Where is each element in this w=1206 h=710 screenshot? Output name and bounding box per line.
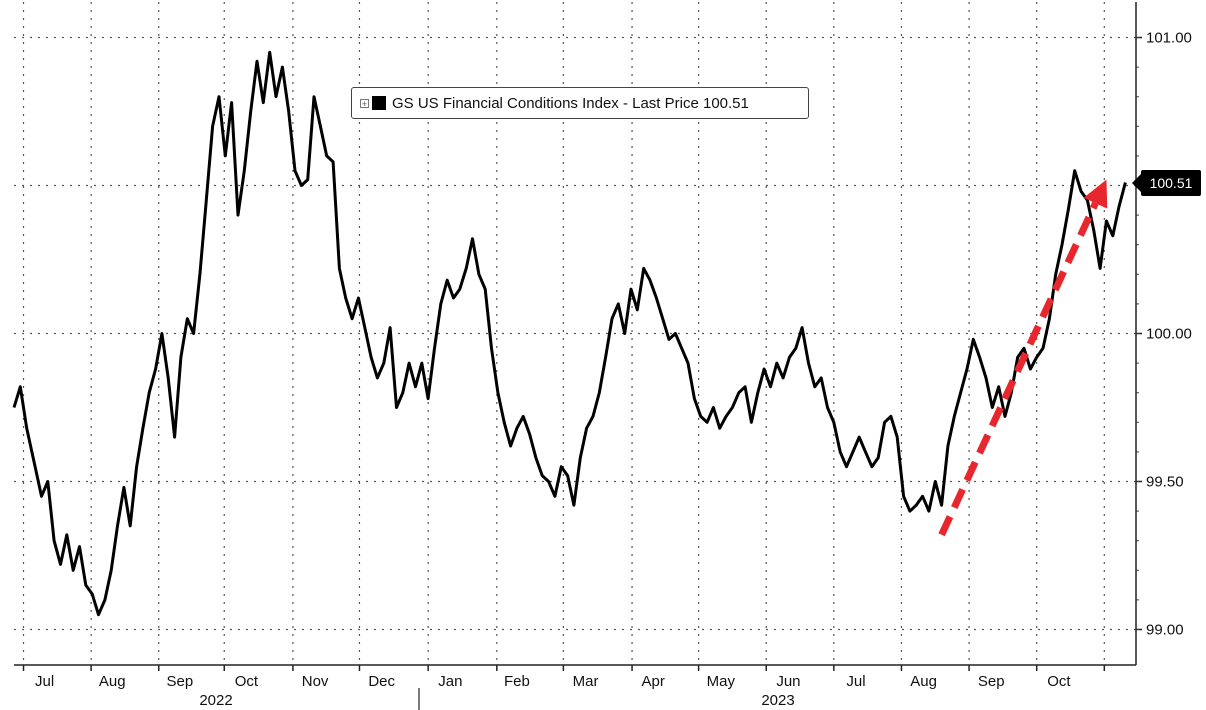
x-tick-label: Sep [167, 673, 194, 690]
x-tick-label: Jul [846, 673, 865, 690]
legend-label: GS US Financial Conditions Index - Last … [392, 94, 749, 112]
series-line [12, 50, 1127, 617]
x-tick-label: Dec [368, 673, 395, 690]
x-tick-label: Jun [776, 673, 800, 690]
y-tick-label: 99.00 [1146, 621, 1184, 638]
y-tick-label: 100.00 [1146, 326, 1192, 343]
x-tick-label: Oct [235, 673, 259, 690]
x-tick-label: Nov [302, 673, 329, 690]
x-tick-label: Aug [99, 673, 126, 690]
x-tick-label: Feb [504, 673, 530, 690]
year-label: 2023 [761, 692, 794, 709]
x-tick-label: Jan [438, 673, 462, 690]
x-tick-label: Mar [573, 673, 599, 690]
trend-arrow [938, 179, 1108, 537]
trend-arrow-shaft [938, 201, 1099, 537]
series-swatch-icon [372, 96, 386, 110]
year-label: 2022 [199, 692, 232, 709]
expand-icon[interactable]: + [360, 98, 369, 109]
x-tick-label: Oct [1047, 673, 1071, 690]
x-axis: Jul Aug Sep Oct Nov Dec Jan Feb Mar Apr May Jun Jul A… [14, 664, 1136, 710]
trend-arrow-head [1083, 179, 1108, 209]
x-tick-label: May [707, 673, 736, 690]
y-tick-label: 99.50 [1146, 473, 1184, 490]
x-tick-label: Aug [910, 673, 937, 690]
last-value-tag: 100.51 [1132, 169, 1201, 196]
x-tick-label: Sep [978, 673, 1005, 690]
grid-lines [14, 2, 1136, 665]
legend: + GS US Financial Conditions Index - Las… [351, 87, 809, 119]
x-tick-label: Jul [35, 673, 54, 690]
x-tick-label: Apr [642, 673, 665, 690]
y-tick-label: 101.00 [1146, 30, 1192, 47]
